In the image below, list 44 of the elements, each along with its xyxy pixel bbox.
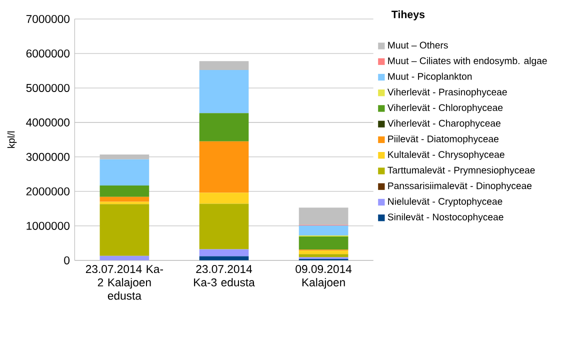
bar [199,61,249,70]
y-tick-label: 5000000 [26,84,70,92]
legend-title: Tiheys [392,10,425,20]
bar [199,192,249,204]
bar [298,254,348,258]
legend-label: Viherlevät - Charophyceae [387,120,500,129]
x-tick-label: 23.07.2014 Ka-2 Kalajoen edusta [86,265,163,300]
bar [100,202,150,204]
bar [100,154,150,160]
bar [100,196,150,202]
bar [199,204,249,250]
bar [100,204,150,256]
bar [199,113,249,142]
legend-label: Viherlevät - Chlorophyceae [387,104,503,113]
bar [199,141,249,193]
bar [100,159,150,186]
y-tick-label: 6000000 [26,49,70,58]
legend-label: Kultalevät - Chrysophyceae [388,150,504,160]
bar [199,70,249,114]
y-tick-label: 0 [64,256,70,264]
bar [199,256,249,260]
legend-label: Muut - Picoplankton [388,72,472,82]
bar [298,250,348,254]
bar [298,236,348,250]
x-tick-label: 09.09.2014 Kalajoen [296,265,352,289]
legend-label: Muut – Ciliates with endosymb. algae [388,57,547,66]
legend-label: Viherlevät - Prasinophyceae [387,88,507,98]
legend-label: Piilevät - Diatomophyceae [388,135,498,144]
bar [100,186,150,197]
legend-label: Muut – Others [388,41,448,49]
y-tick-label: 4000000 [26,118,70,126]
bar [298,226,348,236]
bar [199,249,249,256]
x-tick-label: 23.07.2014 Ka-3 edusta [194,265,255,286]
legend-label: Sinilevät - Nostocophyceae [388,213,504,222]
bar [298,208,348,225]
y-tick-label: 7000000 [26,15,70,24]
y-tick-label: 1000000 [26,222,70,230]
legend-label: Nielulevät - Cryptophyceae [388,198,502,207]
legend-label: Panssarisiimalevät - Dinophyceae [388,182,532,192]
y-tick-label: 2000000 [26,187,70,196]
legend-label: Tarttumalevät - Prymnesiophyceae [388,166,535,176]
y-tick-label: 3000000 [26,152,70,161]
y-axis-title: kpl/l [7,131,17,148]
